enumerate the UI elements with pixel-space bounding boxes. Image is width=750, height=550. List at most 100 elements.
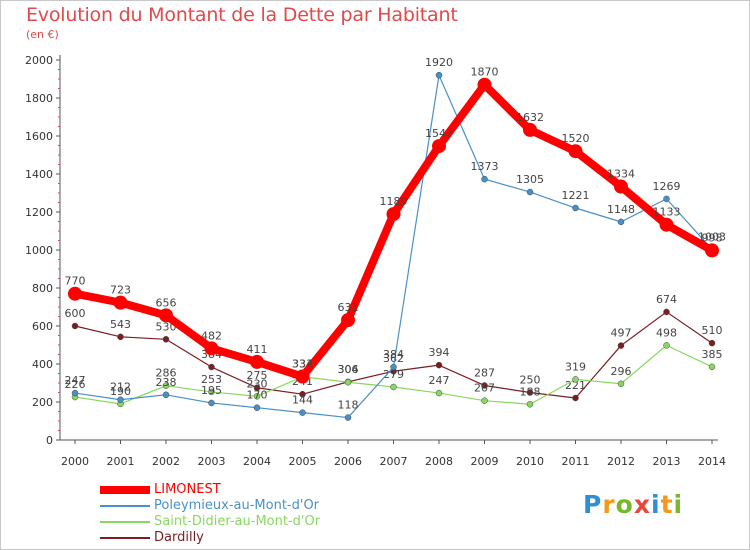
data-point (344, 414, 352, 421)
data-point (568, 144, 583, 159)
data-point (390, 363, 397, 371)
data-label: 207 (474, 382, 495, 395)
data-label: 212 (110, 381, 131, 394)
x-tick-label: 2008 (425, 455, 453, 468)
data-point (526, 401, 534, 408)
data-label: 275 (247, 369, 268, 382)
data-label: 497 (611, 327, 632, 340)
data-label: 195 (201, 384, 222, 397)
data-point (663, 308, 670, 316)
data-label: 770 (65, 275, 86, 288)
data-point (208, 388, 215, 396)
data-point (68, 286, 82, 301)
data-point (295, 369, 310, 384)
data-label: 1189 (380, 195, 408, 208)
data-label: 631 (338, 301, 359, 314)
data-point (204, 341, 219, 356)
chart-title: Evolution du Montant de la Dette par Hab… (26, 4, 458, 26)
x-tick-label: 2007 (380, 455, 408, 468)
data-label: 1632 (516, 111, 544, 124)
y-tick-label: 1400 (25, 168, 53, 181)
y-tick-label: 1800 (25, 92, 53, 105)
legend-label: Saint-Didier-au-Mont-d'Or (154, 514, 321, 529)
data-point (117, 396, 124, 403)
data-label: 411 (247, 343, 268, 356)
data-label: 723 (110, 284, 131, 297)
legend-label: LIMONEST (154, 482, 221, 497)
logo-letter: P (583, 490, 603, 519)
x-tick-label: 2012 (607, 455, 635, 468)
data-point (432, 139, 446, 154)
data-label: 1547 (425, 127, 453, 140)
data-label: 238 (156, 376, 177, 389)
data-point (390, 383, 397, 391)
x-tick-label: 2013 (653, 455, 681, 468)
data-point (617, 380, 625, 388)
legend-swatch (100, 521, 150, 523)
data-point (435, 361, 443, 369)
data-label: 188 (520, 385, 541, 398)
data-label: 1148 (607, 203, 635, 216)
x-tick-label: 2004 (243, 455, 271, 468)
data-label: 230 (247, 377, 268, 390)
x-tick-label: 2001 (107, 455, 135, 468)
data-label: 1221 (562, 189, 590, 202)
data-point (614, 179, 628, 194)
y-tick-label: 1200 (25, 206, 53, 219)
data-point (162, 382, 170, 389)
data-label: 998 (702, 231, 723, 244)
data-label: 170 (247, 389, 268, 402)
data-point (659, 217, 674, 232)
proxiti-logo: Proxiti (583, 490, 683, 519)
data-point (299, 409, 306, 416)
data-label: 543 (110, 318, 131, 331)
data-point (523, 122, 537, 137)
data-point (481, 175, 488, 183)
data-point (208, 399, 215, 407)
data-point (526, 389, 534, 396)
data-label: 250 (520, 374, 541, 387)
data-point (250, 354, 264, 369)
legend-swatch (100, 505, 150, 507)
data-point (71, 389, 79, 397)
data-point (477, 77, 492, 92)
data-label: 1133 (653, 206, 681, 219)
data-point (705, 243, 719, 258)
data-point (617, 342, 625, 349)
x-tick-label: 2000 (61, 455, 89, 468)
data-label: 1334 (607, 168, 635, 181)
data-label: 498 (656, 326, 677, 339)
x-tick-label: 2010 (516, 455, 544, 468)
data-label: 656 (156, 296, 177, 309)
data-label: 118 (338, 399, 359, 412)
data-label: 190 (110, 385, 131, 398)
data-label: 1305 (516, 173, 544, 186)
data-point (481, 397, 488, 404)
data-point (435, 389, 443, 397)
data-point (253, 384, 261, 391)
data-label: 600 (65, 307, 86, 320)
data-label: 319 (565, 360, 586, 373)
logo-letter: o (615, 490, 634, 519)
data-label: 362 (383, 352, 404, 365)
data-label: 1870 (471, 66, 499, 79)
logo-letter: r (602, 490, 616, 519)
y-tick-label: 0 (46, 434, 53, 447)
legend-swatch (100, 486, 150, 494)
legend-label: Dardilly (154, 530, 204, 545)
data-point (113, 295, 128, 310)
data-point (208, 363, 215, 371)
chart-plot: 0 200 400 600 800 1000 1200 1400 1600 1800 2000 200… (25, 54, 726, 468)
data-label: 1003 (698, 230, 726, 243)
data-label: 296 (611, 365, 632, 378)
y-tick-label: 2000 (25, 54, 53, 67)
data-point (344, 378, 352, 386)
data-point (708, 339, 716, 347)
data-label: 144 (292, 394, 313, 407)
data-label: 394 (429, 346, 450, 359)
chart-subtitle: (en €) (26, 28, 59, 41)
data-point (253, 404, 261, 411)
data-point (159, 308, 173, 323)
data-point (435, 71, 443, 79)
data-label: 334 (292, 358, 313, 371)
